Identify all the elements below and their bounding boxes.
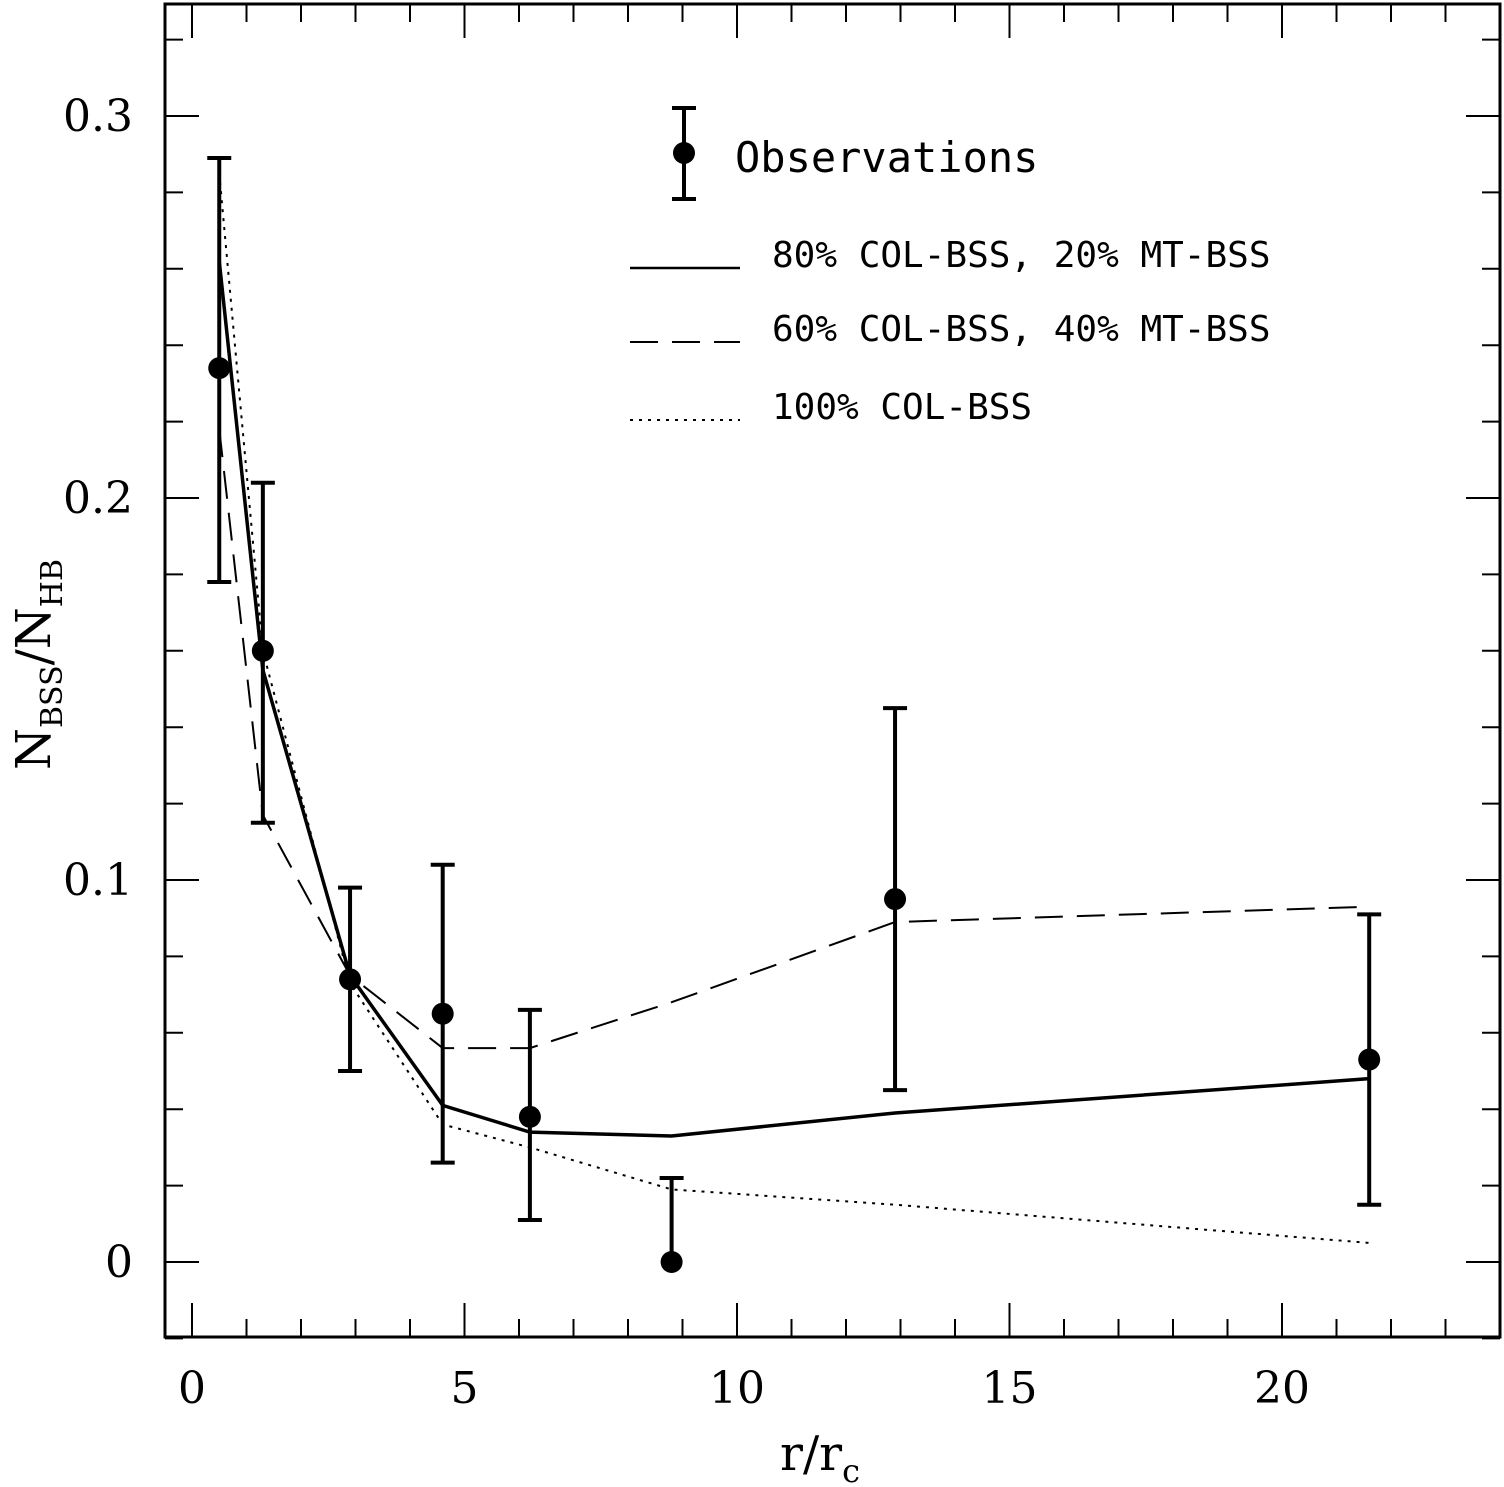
observation-point	[251, 639, 274, 662]
legend-label: 60% COL-BSS, 40% MT-BSS	[772, 309, 1271, 350]
legend-label: 80% COL-BSS, 20% MT-BSS	[772, 235, 1271, 276]
legend-label-observations: Observations	[735, 133, 1038, 182]
axis-ticks	[165, 4, 1500, 1340]
observation-point	[518, 1105, 541, 1128]
legend-label: 100% COL-BSS	[772, 387, 1032, 428]
plot-frame	[163, 2, 1502, 1339]
model-series	[217, 173, 1370, 1244]
observations-series	[207, 156, 1382, 1273]
y-tick-label: 0	[105, 1237, 133, 1288]
x-axis-label: r/rc	[780, 1426, 860, 1487]
y-tick-label: 0.3	[63, 91, 133, 142]
observation-point	[208, 357, 231, 380]
x-tick-label: 10	[709, 1363, 765, 1414]
x-tick-label: 5	[451, 1363, 479, 1414]
x-tick-label: 20	[1254, 1363, 1310, 1414]
series-line-solid	[217, 260, 1370, 1138]
x-axis-label-subscript: c	[842, 1452, 860, 1487]
x-tick-label: 15	[982, 1363, 1038, 1414]
y-tick-label: 0.2	[63, 473, 133, 524]
x-tick-label: 0	[178, 1363, 206, 1414]
axis-tick-labels: 0 5 10 15 20 0 0.1 0.2 0.3	[63, 91, 1310, 1414]
observation-point	[660, 1251, 683, 1273]
legend-observation-marker	[673, 142, 695, 164]
legend: Observations 80% COL-BSS, 20% MT-BSS 60% C…	[630, 106, 1271, 428]
observation-point	[339, 968, 362, 991]
observation-point	[884, 888, 907, 911]
y-axis-label: NBSS/NHB	[6, 559, 70, 770]
series-line-dashed	[218, 429, 1370, 1050]
observation-point	[1358, 1048, 1381, 1071]
series-line-dotted	[218, 173, 1370, 1244]
observation-point	[431, 1002, 454, 1025]
y-tick-label: 0.1	[63, 855, 133, 906]
